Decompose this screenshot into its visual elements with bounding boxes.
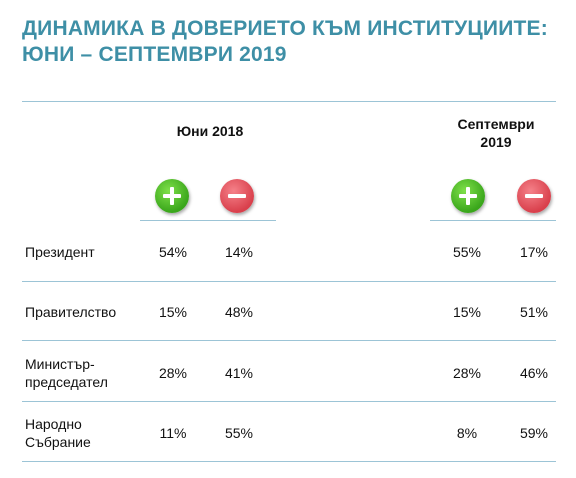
row-label-prime-minister: Министър- председател xyxy=(25,356,108,390)
page-title: ДИНАМИКА В ДОВЕРИЕТО КЪМ ИНСТИТУЦИИТЕ: Ю… xyxy=(22,16,548,68)
cell-june-minus: 14% xyxy=(224,244,254,260)
title-line-1: ДИНАМИКА В ДОВЕРИЕТО КЪМ ИНСТИТУЦИИТЕ: xyxy=(22,17,548,40)
cell-sept-plus: 15% xyxy=(452,304,482,320)
row-label-president: Президент xyxy=(25,244,95,260)
cell-june-minus: 55% xyxy=(224,425,254,441)
cell-sept-minus: 46% xyxy=(519,365,549,381)
cell-june-plus: 11% xyxy=(159,425,187,441)
row-label-government: Правителство xyxy=(25,304,117,320)
column-header-september: Септември 2019 xyxy=(436,115,556,151)
cell-sept-plus: 28% xyxy=(452,365,482,381)
cell-sept-plus: 55% xyxy=(452,244,482,260)
cell-sept-minus: 51% xyxy=(519,304,549,320)
cell-june-plus: 15% xyxy=(158,304,188,320)
column-header-june: Юни 2018 xyxy=(176,123,244,139)
plus-circle-icon xyxy=(155,179,189,213)
cell-sept-minus: 59% xyxy=(519,425,549,441)
row-label-national-assembly: Народно Събрание xyxy=(25,416,91,450)
title-line-2: ЮНИ – СЕПТЕМВРИ 2019 xyxy=(22,43,287,66)
cell-june-plus: 54% xyxy=(158,244,188,260)
minus-circle-icon xyxy=(220,179,254,213)
column-header-september-line-1: Септември xyxy=(457,116,535,132)
column-header-september-line-2: 2019 xyxy=(480,134,512,150)
divider-row-2 xyxy=(22,340,556,341)
divider-row-1 xyxy=(22,281,556,282)
plus-circle-icon xyxy=(451,179,485,213)
divider-sept-header xyxy=(430,220,556,221)
divider-top xyxy=(22,101,556,102)
divider-bottom xyxy=(22,461,556,462)
cell-june-minus: 48% xyxy=(224,304,254,320)
minus-circle-icon xyxy=(517,179,551,213)
cell-sept-plus: 8% xyxy=(456,425,478,441)
cell-june-plus: 28% xyxy=(158,365,188,381)
divider-row-3 xyxy=(22,401,556,402)
cell-june-minus: 41% xyxy=(224,365,254,381)
cell-sept-minus: 17% xyxy=(519,244,549,260)
divider-june-header xyxy=(140,220,276,221)
